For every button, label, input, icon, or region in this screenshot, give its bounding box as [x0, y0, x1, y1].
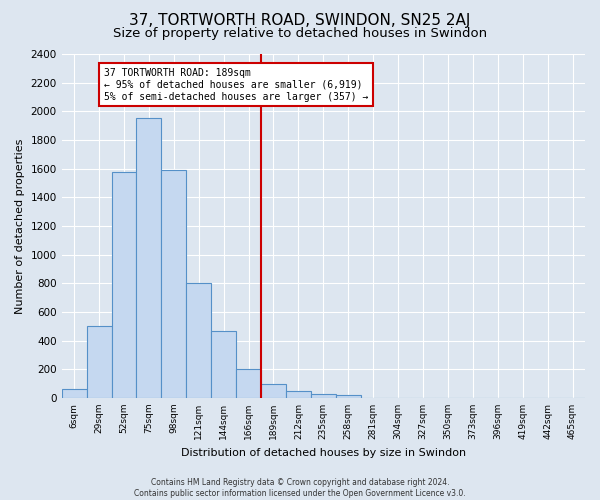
- X-axis label: Distribution of detached houses by size in Swindon: Distribution of detached houses by size …: [181, 448, 466, 458]
- Text: Size of property relative to detached houses in Swindon: Size of property relative to detached ho…: [113, 28, 487, 40]
- Bar: [136, 118, 161, 398]
- Bar: [286, 392, 311, 398]
- Bar: [236, 370, 261, 398]
- Y-axis label: Number of detached properties: Number of detached properties: [15, 138, 25, 314]
- Bar: [336, 395, 361, 398]
- Bar: [261, 384, 286, 398]
- Bar: [86, 326, 112, 398]
- Text: 37, TORTWORTH ROAD, SWINDON, SN25 2AJ: 37, TORTWORTH ROAD, SWINDON, SN25 2AJ: [130, 12, 470, 28]
- Bar: [211, 330, 236, 398]
- Bar: [186, 284, 211, 398]
- Bar: [311, 394, 336, 398]
- Bar: [62, 390, 86, 398]
- Text: Contains HM Land Registry data © Crown copyright and database right 2024.
Contai: Contains HM Land Registry data © Crown c…: [134, 478, 466, 498]
- Text: 37 TORTWORTH ROAD: 189sqm
← 95% of detached houses are smaller (6,919)
5% of sem: 37 TORTWORTH ROAD: 189sqm ← 95% of detac…: [104, 68, 368, 102]
- Bar: [112, 172, 136, 398]
- Bar: [161, 170, 186, 398]
